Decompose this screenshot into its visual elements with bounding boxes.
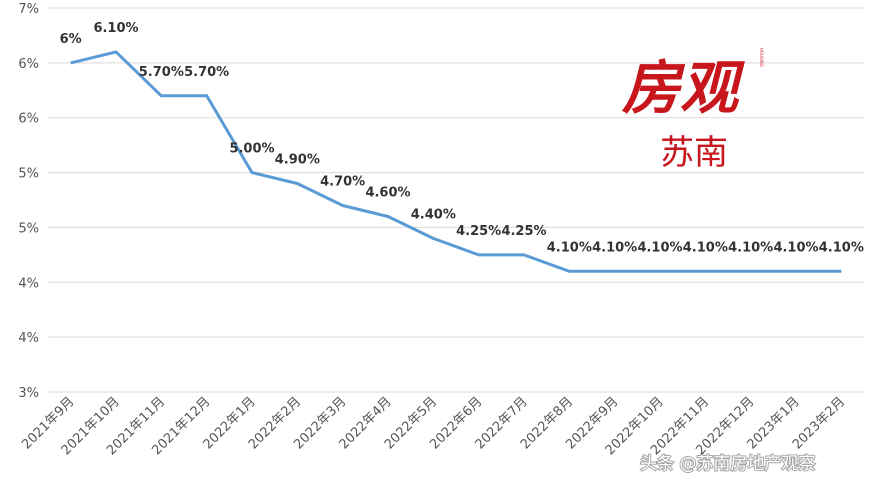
data-label: 4.60% — [365, 185, 410, 200]
y-tick-label: 7% — [18, 2, 39, 17]
data-label: 4.90% — [275, 153, 320, 168]
data-label: 6.10% — [93, 21, 138, 36]
data-label: 5.70% — [139, 65, 184, 80]
logo: 房观 HOUSING 苏南 — [621, 48, 764, 173]
x-axis-ticks: 2021年9月2021年10月2021年11月2021年12月2022年1月20… — [19, 394, 848, 458]
data-label: 4.25% — [501, 224, 546, 239]
watermark-text: 头条 @苏南房地产观察 — [640, 454, 815, 474]
series-line-layer — [70, 50, 842, 273]
logo-micro-text: HOUSING — [759, 48, 764, 67]
y-axis-ticks: 3% 4% 4% 5% 5% 6% 6% 7% — [18, 2, 39, 401]
data-label: 5.00% — [229, 142, 274, 157]
data-label: 4.10% — [547, 240, 592, 255]
y-tick-label: 6% — [18, 112, 39, 127]
y-tick-label: 5% — [18, 167, 39, 182]
grid-layer — [48, 7, 864, 393]
data-label: 5.70% — [184, 65, 229, 80]
logo-sub-text: 苏南 — [660, 133, 728, 173]
data-label: 4.10% — [819, 240, 864, 255]
series-line — [70, 50, 842, 273]
data-label: 6% — [60, 32, 82, 47]
data-label: 4.10% — [728, 240, 773, 255]
data-label: 4.70% — [320, 174, 365, 189]
data-label: 4.10% — [683, 240, 728, 255]
data-labels: 6% 6.10% 5.70% 5.70% 5.00%4.90%4.70%4.60%4.4… — [60, 21, 864, 255]
y-tick-label: 4% — [18, 331, 39, 346]
data-label: 4.25% — [456, 224, 501, 239]
y-tick-label: 4% — [18, 276, 39, 291]
data-label: 4.10% — [592, 240, 637, 255]
data-label: 4.40% — [411, 207, 456, 222]
y-tick-label: 3% — [18, 386, 39, 401]
data-label: 4.10% — [773, 240, 818, 255]
y-tick-label: 6% — [18, 57, 39, 72]
data-label: 4.10% — [637, 240, 682, 255]
logo-main-text: 房观 — [621, 54, 745, 122]
y-tick-label: 5% — [18, 221, 39, 236]
